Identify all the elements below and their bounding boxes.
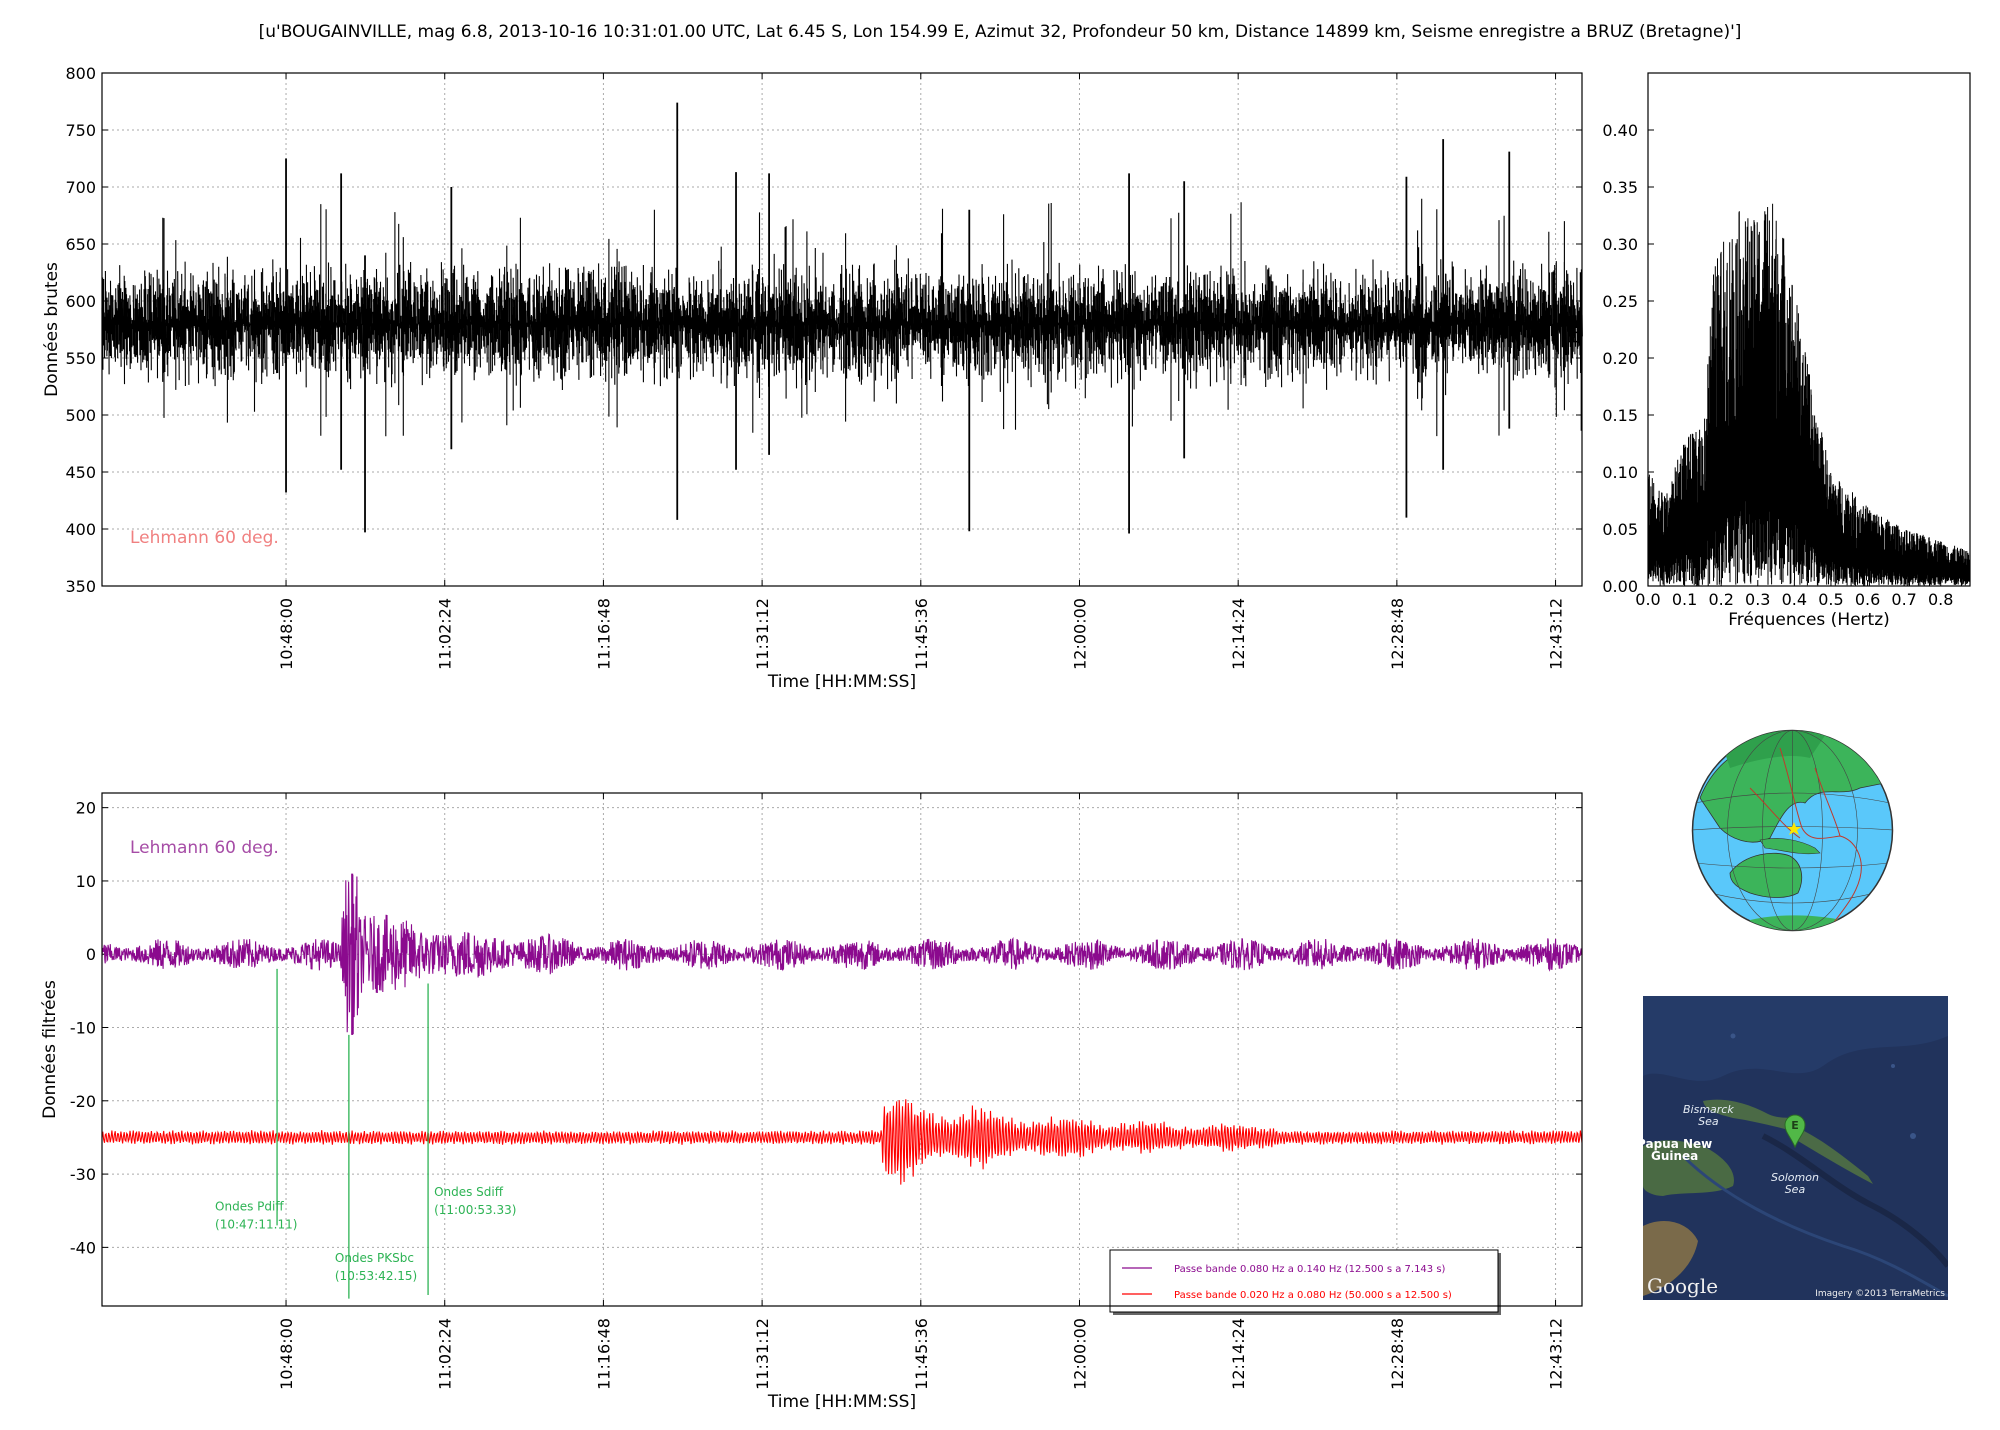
lehmann-annotation: Lehmann 60 deg.	[130, 838, 279, 858]
imagery-credit: Imagery ©2013 TerraMetrics	[1815, 1289, 1945, 1299]
x-tick-label: 12:28:48	[1388, 1318, 1407, 1390]
x-tick-label: 11:02:24	[436, 1318, 455, 1390]
globe-map	[1691, 729, 1894, 932]
phase-time-label: (10:47:11.11)	[215, 1218, 297, 1232]
y-tick-label: 0	[86, 945, 96, 964]
x-tick-label: 11:45:36	[912, 1318, 931, 1390]
y-tick-label: 0.20	[1602, 349, 1638, 368]
y-tick-label: 700	[65, 178, 96, 197]
x-axis-label: Time [HH:MM:SS]	[767, 672, 916, 692]
y-tick-label: -10	[70, 1019, 96, 1038]
phase-time-label: (10:53:42.15)	[335, 1269, 417, 1283]
x-tick-label: 0.2	[1708, 590, 1733, 609]
y-tick-label: 0.35	[1602, 178, 1638, 197]
y-tick-label: 0.40	[1602, 121, 1638, 140]
x-axis-label: Time [HH:MM:SS]	[767, 1392, 916, 1412]
page-title: [u'BOUGAINVILLE, mag 6.8, 2013-10-16 10:…	[258, 22, 1742, 42]
x-tick-label: 0.6	[1855, 590, 1880, 609]
plot-frame	[101, 72, 1583, 587]
legend-label: Passe bande 0.020 Hz a 0.080 Hz (50.000 …	[1174, 1290, 1452, 1301]
legend-box	[1109, 1249, 1499, 1313]
y-axis-label: Données brutes	[42, 262, 62, 397]
raw-signal-trace	[101, 198, 1583, 437]
x-tick-label: 12:43:12	[1547, 598, 1566, 670]
y-tick-label: 350	[65, 577, 96, 596]
y-axis-label: Données filtrées	[40, 980, 60, 1119]
x-tick-label: 12:00:00	[1070, 598, 1089, 670]
y-tick-label: 0.25	[1602, 292, 1638, 311]
phase-time-label: (11:00:53.33)	[434, 1203, 516, 1217]
x-axis-label: Fréquences (Hertz)	[1728, 610, 1890, 630]
y-tick-label: 0.30	[1602, 235, 1638, 254]
fft-chart: 0.00 0.05 0.10 0.15 0.20 0.25 0.30 0.35 0.40 0.0 0…	[1565, 72, 1971, 630]
y-tick-label: 400	[65, 520, 96, 539]
y-tick-label: -20	[70, 1092, 96, 1111]
plot-frame	[1647, 72, 1971, 587]
phase-name-label: Ondes PKSbc	[335, 1251, 414, 1265]
plot-frame	[101, 792, 1583, 1307]
x-tick-label: 0.0	[1635, 590, 1660, 609]
x-tick-label: 11:16:48	[594, 1318, 613, 1390]
red-filtered-trace	[101, 1099, 1583, 1185]
epicenter-star-icon	[1787, 822, 1801, 835]
phase-name-label: Ondes Sdiff	[434, 1185, 504, 1199]
solomon-sea-label: Solomon Sea	[1771, 1171, 1819, 1196]
epicenter-marker-label: E	[1791, 1119, 1799, 1132]
y-tick-label: 0.10	[1602, 463, 1638, 482]
satellite-map: Bismarck Sea Papua New Guinea Solomon Se…	[1643, 996, 1948, 1300]
legend: Passe bande 0.080 Hz a 0.140 Hz (12.500 …	[1109, 1249, 1499, 1313]
x-tick-label: 11:45:36	[912, 598, 931, 670]
fft-trace	[1647, 203, 1971, 586]
purple-filtered-trace	[101, 874, 1583, 1035]
x-tick-label: 12:14:24	[1229, 1318, 1248, 1390]
x-tick-label: 0.4	[1782, 590, 1807, 609]
x-tick-label: 0.5	[1818, 590, 1843, 609]
x-tick-label: 0.3	[1745, 590, 1770, 609]
y-tick-label: 0.15	[1602, 406, 1638, 425]
x-tick-label: 11:31:12	[753, 1318, 772, 1390]
raw-data-chart: 350 400 450 500 550 600 650 700 750 800 10:48:00 11…	[42, 64, 1583, 692]
bismarck-sea-label: Bismarck Sea	[1683, 1103, 1734, 1128]
x-tick-label: 0.8	[1928, 590, 1953, 609]
x-tick-label: 12:00:00	[1070, 1318, 1089, 1390]
phase-name-label: Ondes Pdiff	[215, 1200, 284, 1214]
y-tick-label: 600	[65, 292, 96, 311]
y-tick-label: 800	[65, 64, 96, 83]
x-tick-label: 10:48:00	[277, 598, 296, 670]
x-tick-label: 11:31:12	[753, 598, 772, 670]
filtered-data-chart: -40 -30 -20 -10 0 10 20 10:48:00 11:02:24 11:16:4…	[40, 792, 1583, 1412]
papua-new-guinea-label: Papua New Guinea	[1643, 1137, 1713, 1163]
y-tick-label: 0.05	[1602, 520, 1638, 539]
x-tick-label: 12:28:48	[1388, 598, 1407, 670]
y-tick-label: 750	[65, 121, 96, 140]
x-tick-label: 0.1	[1672, 590, 1697, 609]
y-tick-label: 0.00	[1602, 577, 1638, 596]
lehmann-annotation: Lehmann 60 deg.	[130, 528, 279, 548]
y-tick-label: 650	[65, 235, 96, 254]
x-tick-label: 0.7	[1891, 590, 1916, 609]
x-tick-label: 12:43:12	[1547, 1318, 1566, 1390]
y-tick-label: 10	[76, 872, 96, 891]
y-tick-label: 450	[65, 463, 96, 482]
google-logo: Google	[1647, 1274, 1719, 1298]
y-tick-label: 500	[65, 406, 96, 425]
y-tick-label: -40	[70, 1238, 96, 1257]
legend-label: Passe bande 0.080 Hz a 0.140 Hz (12.500 …	[1174, 1264, 1446, 1275]
x-tick-label: 12:14:24	[1229, 598, 1248, 670]
y-axis-label: FFT	[1565, 316, 1584, 344]
x-tick-label: 11:02:24	[436, 598, 455, 670]
epicenter-marker-icon[interactable]: E	[1783, 1114, 1807, 1148]
y-tick-label: -30	[70, 1165, 96, 1184]
y-tick-label: 550	[65, 349, 96, 368]
x-tick-label: 10:48:00	[277, 1318, 296, 1390]
y-tick-label: 20	[76, 799, 96, 818]
x-tick-label: 11:16:48	[594, 598, 613, 670]
